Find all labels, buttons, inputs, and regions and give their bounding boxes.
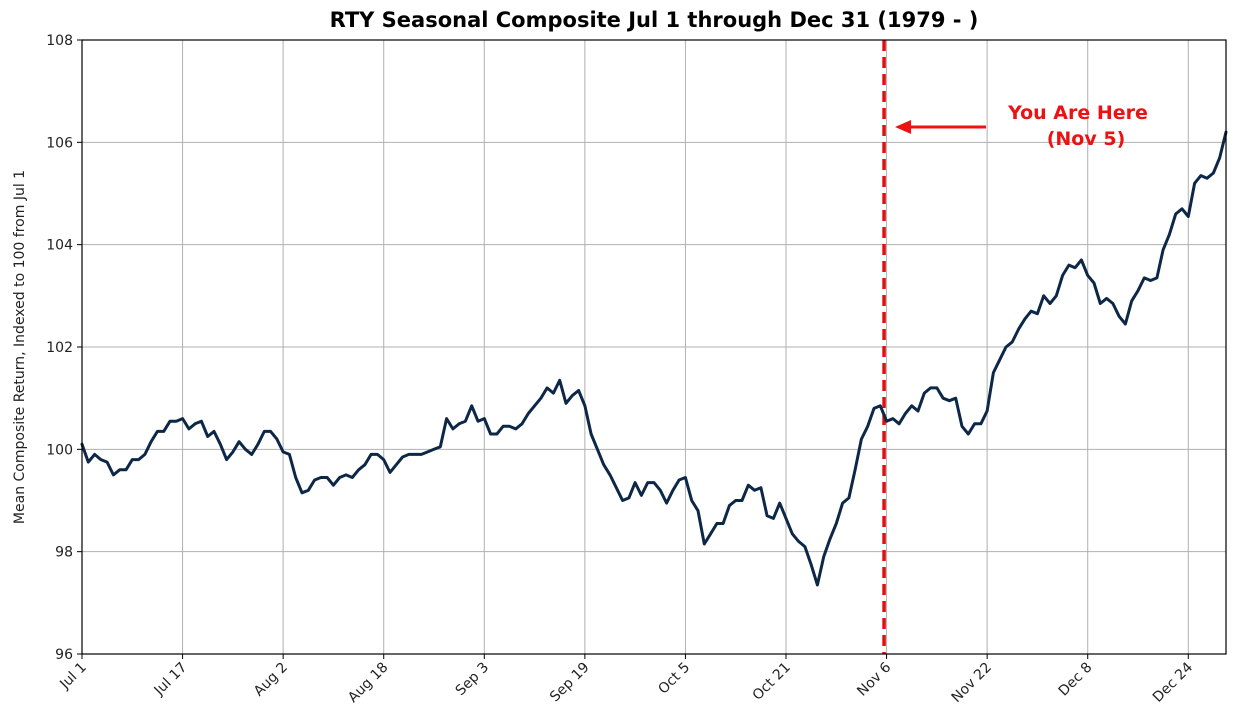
chart-title: RTY Seasonal Composite Jul 1 through Dec… [330,8,979,32]
y-tick-label: 96 [55,647,73,663]
x-tick-label: Jul 17 [151,660,191,700]
x-tick-label: Dec 8 [1056,660,1096,700]
y-tick-label: 104 [46,238,73,254]
series-layer [80,130,1228,587]
x-tick-label: Oct 21 [750,660,794,704]
x-tick-label: Aug 2 [251,660,291,700]
annotation-arrow-head [895,119,912,134]
x-tick-label: Nov 6 [854,659,894,699]
x-axis: Jul 1 Jul 17 Aug 2 Aug 18 Sep 3 Sep 19 Oct 5 Oc… [56,654,1196,706]
x-tick-label: Sep 3 [453,660,492,699]
annotation: You Are Here (Nov 5) [895,102,1148,150]
y-tick-label: 102 [46,340,73,356]
x-tick-label: Sep 19 [547,660,593,706]
x-tick-label: Oct 5 [655,660,693,698]
annotation-date: (Nov 5) [1047,128,1126,150]
y-tick-label: 100 [46,442,73,458]
x-tick-label: Nov 22 [949,660,995,706]
y-tick-label: 98 [55,545,73,561]
x-tick-label: Jul 1 [56,660,89,693]
y-tick-label: 106 [46,135,73,151]
y-axis: 96 98 100 102 104 106 108 [46,33,82,663]
series-line [80,130,1228,587]
y-axis-label: Mean Composite Return, Indexed to 100 fr… [12,170,28,524]
x-tick-label: Dec 24 [1150,659,1196,705]
x-tick-label: Aug 18 [345,660,391,706]
annotation-label: You Are Here [1007,102,1148,124]
y-tick-label: 108 [46,33,73,49]
